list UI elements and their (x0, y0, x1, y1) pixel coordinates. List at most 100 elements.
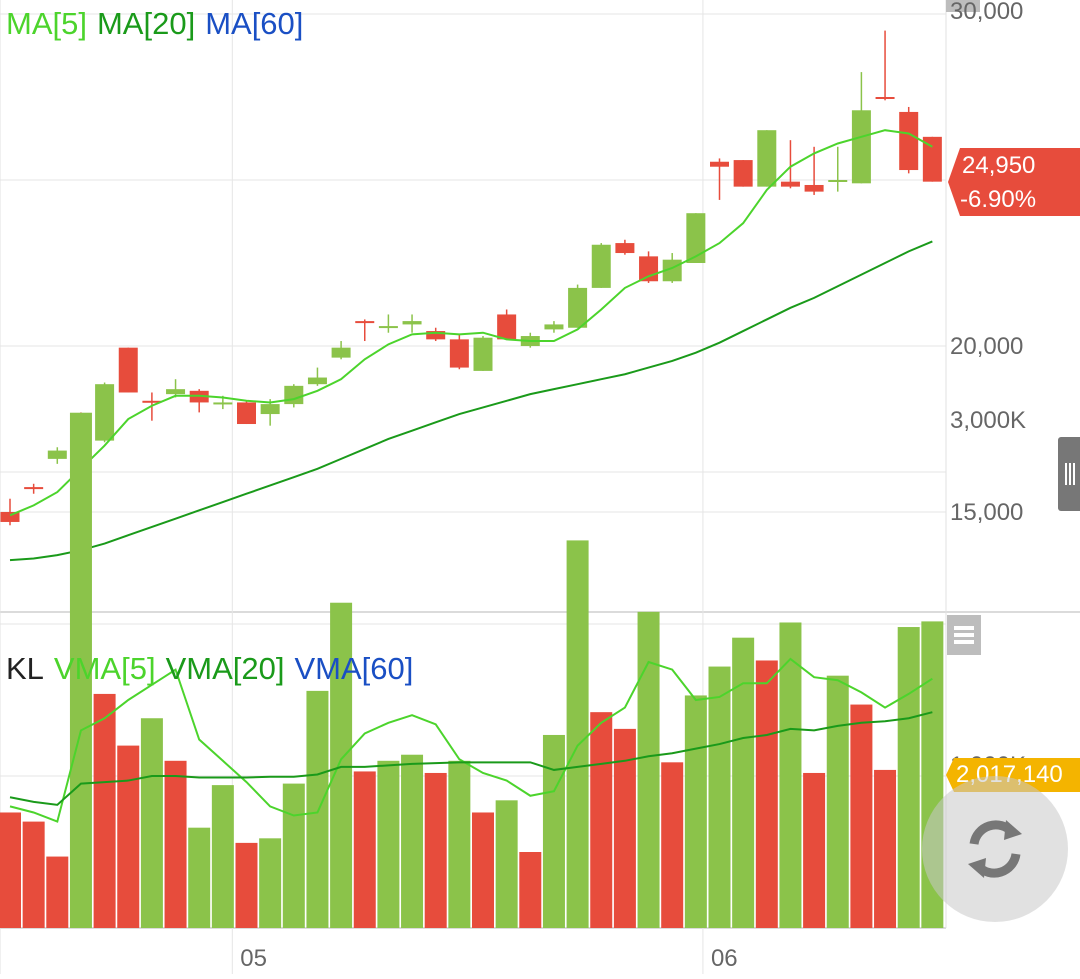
candle-body (402, 321, 422, 325)
candle-body (473, 337, 493, 371)
volume-moving-averages (9, 657, 933, 823)
volume-bar (732, 637, 755, 928)
volume-bar (282, 783, 305, 928)
candle-body (142, 400, 162, 403)
volume-bar (448, 760, 471, 928)
candle-body (307, 377, 327, 385)
ma20-line (9, 240, 933, 562)
volume-bar (188, 827, 211, 928)
candle-body (804, 184, 824, 192)
candle-body (780, 181, 800, 187)
candle-body (733, 160, 753, 187)
volume-bar (22, 821, 45, 928)
price-tick-label: 15,000 (950, 499, 1023, 526)
volume-bar (826, 675, 849, 928)
volume-bar (259, 838, 282, 928)
legend-kl: KL (6, 651, 44, 686)
candle-body (591, 244, 611, 288)
candle-body (497, 314, 517, 340)
volume-bar (637, 611, 660, 928)
volume-bar (755, 660, 778, 928)
candle-body (899, 111, 919, 171)
volume-bar (803, 772, 826, 928)
volume-bar (164, 760, 187, 928)
volume-bar (779, 622, 802, 928)
volume-bar (0, 812, 21, 928)
legend-ma60: MA[60] (205, 6, 304, 41)
candle-body (426, 331, 446, 340)
candle-body (24, 487, 44, 490)
volume-bar (93, 693, 116, 928)
candle-body (95, 384, 115, 441)
candle-body (686, 213, 706, 263)
candle-body (639, 256, 659, 282)
volume-bar (495, 800, 518, 928)
refresh-button[interactable] (922, 776, 1068, 922)
volume-bar (850, 704, 873, 928)
refresh-icon (968, 820, 1022, 878)
volume-bar (140, 718, 163, 928)
candle-body (260, 404, 280, 415)
candle-body (828, 180, 848, 182)
candle-body (355, 321, 375, 324)
candle-body (615, 243, 635, 254)
current-price-value: 24,950 (962, 152, 1036, 179)
candle-body (875, 97, 895, 99)
x-tick-label: 06 (711, 945, 738, 972)
candle-body (166, 389, 186, 395)
candle-body (757, 130, 777, 187)
candle-body (213, 402, 233, 405)
vma5-line (9, 657, 933, 823)
volume-bar (235, 842, 258, 928)
candle-body (710, 161, 729, 167)
legend-ma5: MA[5] (6, 6, 87, 41)
volume-bar (306, 690, 329, 928)
candle-body (331, 347, 351, 358)
legend-vma5: VMA[5] (53, 651, 156, 686)
candle-body (237, 402, 256, 425)
volume-bar (897, 627, 920, 928)
candle-body (378, 326, 398, 329)
volume-bars (0, 412, 944, 929)
volume-bar (542, 734, 565, 928)
candle-body (922, 136, 942, 182)
candle-body (0, 512, 20, 522)
volume-bar (330, 602, 353, 928)
volume-bar (377, 760, 400, 928)
drag-handle-icon[interactable] (1058, 437, 1080, 511)
candle-body (449, 339, 469, 368)
candle-body (284, 385, 304, 405)
candle-body (118, 347, 138, 393)
volume-bar (874, 769, 897, 928)
price-moving-averages (9, 129, 933, 562)
volume-legend: KL VMA[5] VMA[20] VMA[60] (6, 651, 423, 687)
legend-vma20: VMA[20] (165, 651, 285, 686)
volume-bar (661, 762, 684, 928)
volume-bar (117, 745, 140, 928)
legend-ma20: MA[20] (96, 6, 196, 41)
legend-vma60: VMA[60] (294, 651, 414, 686)
price-candles (0, 30, 942, 526)
volume-bar (353, 771, 376, 928)
current-price-change: -6.90% (960, 186, 1037, 213)
x-tick-label: 05 (240, 945, 267, 972)
volume-tick-label: 3,000K (950, 407, 1026, 434)
volume-bar (472, 812, 494, 928)
volume-bar (211, 785, 234, 928)
candle-body (47, 450, 67, 459)
candle-body (568, 287, 588, 328)
volume-bar (590, 712, 613, 928)
volume-bar (613, 728, 636, 928)
volume-bar (684, 695, 707, 928)
volume-bar (519, 852, 542, 928)
price-legend: MA[5] MA[20] MA[60] (6, 6, 313, 42)
candle-body (851, 110, 871, 184)
volume-bar (401, 754, 424, 928)
menu-lines-icon[interactable] (947, 615, 981, 655)
price-tick-label: 30,000 (950, 0, 1023, 25)
volume-bar (566, 540, 589, 928)
volume-bar (46, 856, 69, 928)
volume-bar (69, 412, 92, 929)
